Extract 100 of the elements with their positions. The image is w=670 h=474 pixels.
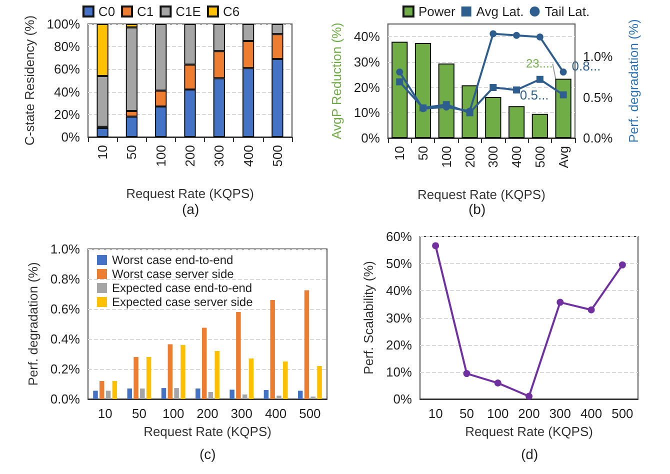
bar — [392, 42, 408, 138]
bar — [283, 362, 288, 399]
bar — [140, 388, 145, 399]
x-tick-label: 50 — [124, 145, 140, 160]
x-axis-title: Request Rate (KQPS) — [465, 424, 593, 439]
y-tick-label: 20% — [386, 337, 412, 352]
x-tick-label: 50 — [459, 406, 474, 421]
x-tick-label: 10 — [428, 406, 443, 421]
bar — [438, 64, 454, 138]
y-tick-label: 0.0% — [50, 392, 80, 406]
x-tick-label: 300 — [230, 406, 252, 421]
point — [618, 261, 626, 268]
x-tick-label: 100 — [487, 406, 509, 421]
y-tick-label: 10% — [354, 105, 380, 120]
x-tick-label: 300 — [486, 146, 501, 168]
x-tick-label: 500 — [612, 406, 634, 421]
bar — [242, 394, 248, 399]
bar — [208, 392, 214, 399]
y2-tick-label: 0.0% — [583, 130, 614, 146]
x-tick-label: 500 — [270, 145, 285, 167]
x-tick-label: 400 — [240, 145, 256, 167]
y-tick-label: 30% — [386, 310, 412, 326]
text: (d) — [521, 446, 538, 462]
legend-label: C0 — [98, 4, 116, 19]
bar — [134, 357, 138, 399]
point — [396, 68, 404, 76]
y-tick-label: 60% — [54, 62, 80, 77]
x-tick-label: 300 — [549, 406, 571, 421]
x-tick-label: 100 — [162, 406, 184, 421]
point — [536, 76, 544, 83]
x-tick-label: 10 — [392, 146, 408, 160]
bar — [180, 345, 186, 399]
bar — [214, 351, 220, 399]
bar — [248, 358, 254, 399]
legend-label: Power — [418, 4, 456, 19]
text: (c) — [200, 446, 216, 462]
bar — [485, 96, 502, 138]
point — [494, 380, 502, 387]
y2-tick-label: 0.5% — [583, 90, 614, 105]
bar — [93, 390, 98, 399]
x-tick-label: 200 — [182, 145, 198, 167]
x-tick-label: 10 — [98, 406, 112, 421]
bar — [236, 312, 241, 399]
y-tick-label: 100% — [46, 16, 80, 32]
data-label: 0.5... — [520, 87, 549, 102]
text: (a) — [182, 201, 200, 217]
bar — [304, 290, 310, 399]
point — [556, 298, 564, 306]
point — [463, 370, 470, 378]
y-tick-label: 0% — [361, 130, 380, 146]
bar — [146, 357, 152, 399]
x-tick-label: 100 — [153, 145, 168, 167]
legend-label: Worst case server side — [112, 267, 234, 281]
point — [560, 68, 567, 76]
point — [490, 30, 497, 38]
legend-label: Expected case server side — [112, 295, 254, 309]
bar — [532, 114, 548, 138]
point — [513, 86, 520, 94]
bar — [168, 344, 173, 399]
point — [526, 392, 532, 400]
y2-axis-title: Perf. degradation (%) — [626, 19, 641, 143]
x-axis-title: Request Rate (KQPS) — [126, 186, 254, 201]
data-label: 23.... — [526, 56, 553, 71]
x-tick-label: Avg — [556, 146, 571, 168]
bar — [202, 328, 207, 399]
point — [588, 306, 595, 314]
point — [536, 34, 544, 41]
bar — [555, 78, 572, 138]
y-axis-title: Perf. Scalability (%) — [361, 261, 376, 374]
bar — [317, 366, 322, 399]
y-tick-label: 10% — [386, 364, 412, 380]
bar — [298, 390, 303, 399]
y-tick-label: 1.0% — [50, 242, 80, 256]
x-tick-label: 50 — [415, 146, 430, 160]
y-tick-label: 0% — [61, 130, 80, 144]
legend-label: C1 — [137, 4, 154, 19]
bar — [100, 381, 104, 399]
y-axis-title: C-state Residency (%) — [22, 15, 37, 146]
y-tick-label: 30% — [354, 54, 380, 70]
bar — [106, 390, 111, 399]
x-axis-title: Request Rate (KQPS) — [144, 424, 272, 439]
y-tick-label: 0.4% — [50, 332, 80, 346]
legend-label: Avg Lat. — [476, 4, 524, 19]
point — [432, 242, 440, 250]
bar — [264, 390, 269, 399]
y-tick-label: 0.8% — [50, 272, 80, 286]
x-tick-label: 200 — [518, 406, 540, 421]
point — [396, 78, 404, 86]
x-axis-title: Request Rate (KQPS) — [418, 187, 546, 202]
x-tick-label: 10 — [95, 145, 110, 160]
legend-label: C6 — [222, 4, 240, 19]
bar — [112, 381, 118, 399]
x-tick-label: 400 — [509, 146, 524, 168]
bar — [230, 390, 234, 399]
bar — [276, 396, 282, 399]
bar — [161, 388, 166, 399]
x-tick-label: 400 — [580, 406, 602, 421]
bar — [270, 300, 275, 399]
bar — [508, 106, 525, 138]
y-tick-label: 40% — [354, 29, 380, 44]
